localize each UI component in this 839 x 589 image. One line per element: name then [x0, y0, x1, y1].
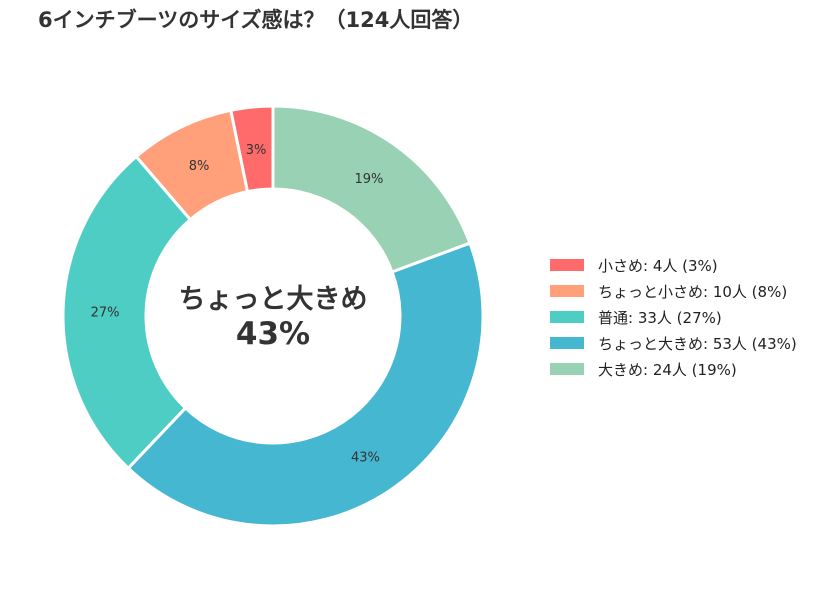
chart-title: 6インチブーツのサイズ感は？（124人回答） — [38, 8, 474, 32]
legend-label-small: 小さめ: 4人 (3%) — [598, 256, 718, 275]
donut-slices — [61, 104, 485, 528]
legend-swatch-small — [550, 259, 584, 271]
slice-label-normal: 27% — [91, 306, 120, 321]
slice-label-slightly-large: 43% — [351, 450, 380, 465]
legend-label-slightly-small: ちょっと小さめ: 10人 (8%) — [598, 282, 788, 301]
legend-item-slightly-small: ちょっと小さめ: 10人 (8%) — [550, 278, 797, 304]
center-label: ちょっと大きめ — [179, 284, 368, 315]
slice-slightly-large — [126, 241, 485, 528]
legend-swatch-slightly-large — [550, 337, 584, 349]
legend-swatch-large — [550, 363, 584, 375]
slice-label-small: 3% — [246, 143, 267, 158]
legend: 小さめ: 4人 (3%) ちょっと小さめ: 10人 (8%) 普通: 33人 (… — [550, 252, 797, 382]
slice-labels: 3% 8% 27% 43% 19% — [91, 143, 384, 465]
legend-label-normal: 普通: 33人 (27%) — [598, 308, 722, 327]
legend-item-small: 小さめ: 4人 (3%) — [550, 252, 797, 278]
slice-normal — [61, 155, 192, 470]
slice-large — [271, 104, 472, 274]
legend-item-large: 大きめ: 24人 (19%) — [550, 356, 797, 382]
legend-item-slightly-large: ちょっと大きめ: 53人 (43%) — [550, 330, 797, 356]
legend-item-normal: 普通: 33人 (27%) — [550, 304, 797, 330]
slice-label-large: 19% — [355, 172, 384, 187]
legend-swatch-normal — [550, 311, 584, 323]
slice-label-slightly-small: 8% — [189, 159, 210, 174]
legend-label-slightly-large: ちょっと大きめ: 53人 (43%) — [598, 334, 797, 353]
legend-label-large: 大きめ: 24人 (19%) — [598, 360, 737, 379]
center-value: 43% — [236, 316, 310, 352]
legend-swatch-slightly-small — [550, 285, 584, 297]
